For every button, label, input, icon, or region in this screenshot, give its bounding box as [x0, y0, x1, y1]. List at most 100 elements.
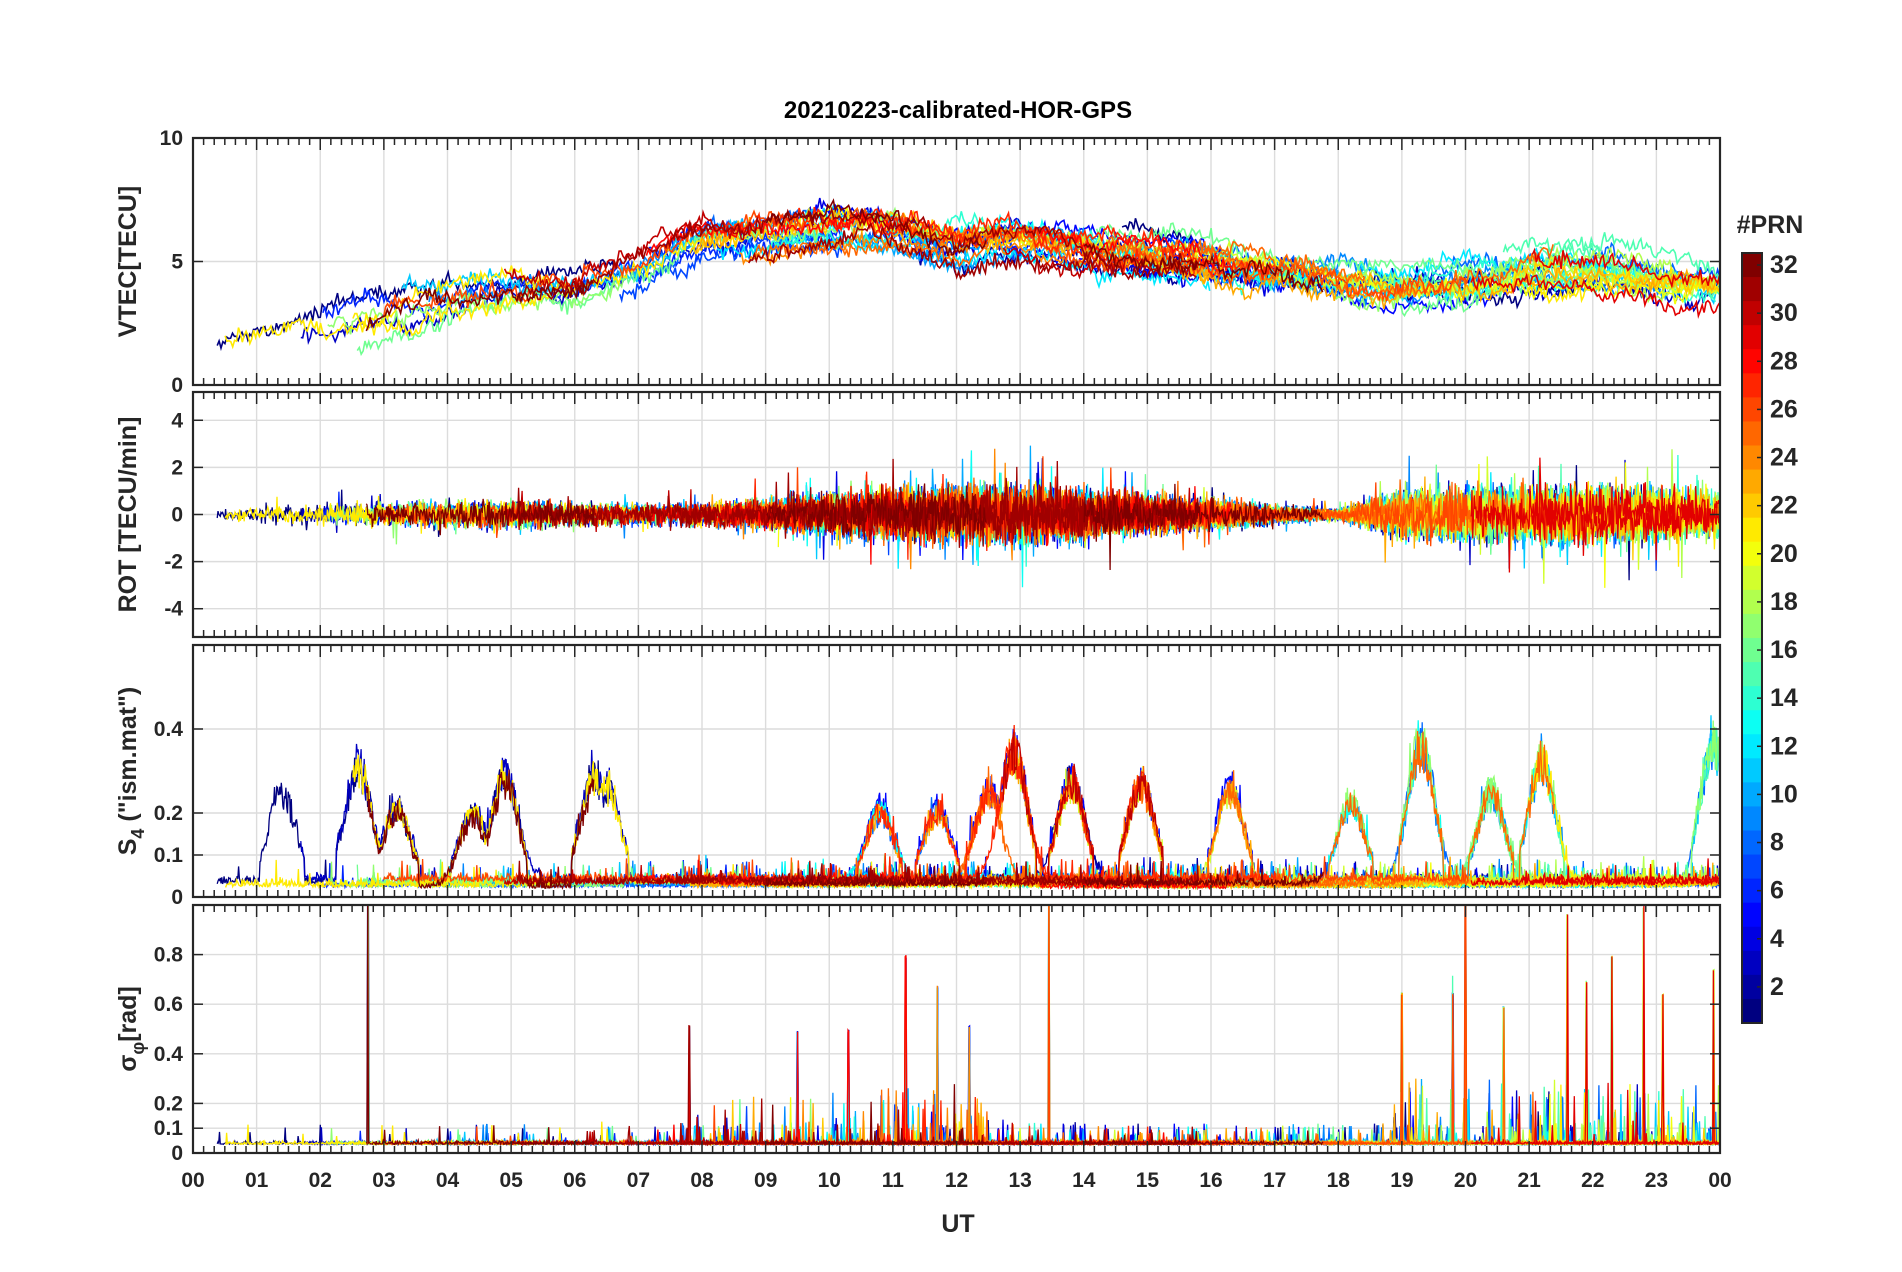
y-tick-label: 0.2 — [154, 802, 183, 825]
panel-s4: 0 0.1 0.2 0.4 S4 ("ism.mat") — [114, 643, 1722, 909]
colorbar-tick-label: 30 — [1770, 299, 1798, 327]
x-tick-label: 03 — [372, 1169, 395, 1192]
colorbar-segment — [1742, 373, 1762, 398]
colorbar-segment — [1742, 325, 1762, 350]
colorbar-segment — [1742, 493, 1762, 519]
series-line-prn-31 — [748, 221, 1198, 281]
series-line-prn-11 — [1546, 715, 1720, 889]
panel-vtec: 0 5 10 VTEC[TECU] — [114, 127, 1722, 397]
series-vtec — [216, 197, 1720, 357]
colorbar-segment — [1742, 469, 1762, 495]
y-tick-label: 0.8 — [154, 944, 184, 967]
series-line-prn-32 — [365, 498, 595, 536]
colorbar-segment — [1742, 662, 1762, 687]
series-s4 — [216, 715, 1720, 891]
y-tick-label: 10 — [160, 127, 183, 150]
series-line-prn-13 — [1251, 720, 1648, 888]
series-line-prn-12 — [716, 228, 1211, 292]
series-line-prn-32 — [1083, 1130, 1324, 1147]
series-line-prn-25 — [1108, 905, 1555, 1147]
colorbar-segment — [1742, 541, 1762, 567]
x-axis-label: UT — [941, 1210, 974, 1238]
y-tick-label: 5 — [171, 251, 183, 274]
series-line-prn-32 — [365, 769, 595, 890]
colorbar-frame — [1741, 252, 1763, 1024]
series-line-prn-15 — [1502, 236, 1720, 300]
x-tick-label: 23 — [1645, 1169, 1668, 1192]
y-axis-label-rot: ROT [TECU/min] — [114, 417, 142, 613]
x-tick-label: 18 — [1327, 1169, 1351, 1192]
series-line-prn-28 — [1039, 865, 1232, 891]
series-line-prn-15 — [1539, 232, 1720, 284]
series-line-prn-23 — [1319, 264, 1720, 304]
x-ticks-sigphi — [192, 905, 1721, 1153]
y-tick-label: 0.4 — [154, 718, 184, 741]
colorbar-segment — [1742, 782, 1762, 808]
x-ticks-vtec — [192, 138, 1721, 385]
x-tick-label: 07 — [627, 1169, 650, 1192]
y-tick-label: 0.1 — [154, 1117, 184, 1140]
series-rot — [216, 445, 1720, 588]
x-tick-label: 13 — [1008, 1169, 1031, 1192]
colorbar-tick-label: 28 — [1770, 347, 1798, 375]
colorbar-segment — [1742, 277, 1762, 302]
y-tick-label: -4 — [164, 598, 183, 621]
series-line-prn-29 — [1470, 457, 1720, 573]
grid-sigphi — [193, 905, 1720, 1154]
series-line-prn-17 — [327, 905, 625, 1147]
panel-rot: -4 -2 0 2 4 ROT [TECU/min] — [114, 390, 1722, 639]
series-line-prn-16 — [356, 1099, 769, 1147]
y-tick-label: 0.1 — [154, 844, 184, 867]
colorbar-segment — [1742, 854, 1762, 880]
x-tick-label: 01 — [245, 1169, 269, 1192]
y-tick-label: 0.6 — [154, 993, 183, 1016]
x-tick-label: 11 — [882, 1169, 905, 1192]
series-line-prn-8 — [634, 955, 949, 1147]
colorbar-segment — [1742, 613, 1762, 639]
y-tick-label: 4 — [171, 409, 183, 432]
series-line-prn-16 — [1400, 907, 1629, 1147]
y-axis-label-vtec: VTEC[TECU] — [114, 186, 142, 337]
x-tick-label: 06 — [563, 1169, 586, 1192]
series-line-prn-10 — [1035, 905, 1518, 1147]
y-tick-label: 0 — [171, 886, 183, 909]
series-line-prn-4 — [772, 905, 1331, 1147]
colorbar-segment — [1742, 349, 1762, 374]
series-line-prn-25 — [1108, 235, 1554, 300]
x-tick-label: 15 — [1136, 1169, 1160, 1192]
y-tick-label: 0 — [171, 374, 183, 397]
series-line-prn-1 — [216, 905, 616, 1147]
x-tick-label: 00 — [1708, 1169, 1731, 1192]
series-line-prn-24 — [739, 227, 1065, 267]
colorbar-tick-label: 6 — [1770, 877, 1784, 905]
series-line-prn-32 — [365, 905, 595, 1147]
colorbar-segment — [1742, 902, 1762, 928]
series-line-prn-17 — [1333, 720, 1720, 885]
colorbar-segment — [1742, 758, 1762, 783]
series-line-prn-32 — [365, 279, 595, 332]
series-line-prn-21 — [224, 291, 551, 350]
colorbar-segment — [1742, 445, 1762, 471]
colorbar-tick-label: 18 — [1770, 588, 1798, 616]
colorbar-tick-label: 20 — [1770, 540, 1798, 568]
series-line-prn-32 — [765, 1084, 987, 1147]
colorbar-segment — [1742, 806, 1762, 832]
series-line-prn-31 — [516, 224, 713, 301]
y-axis-label-sigphi: σφ[rad] — [114, 986, 148, 1072]
y-tick-label: -2 — [164, 551, 183, 574]
series-line-prn-29 — [1531, 481, 1720, 561]
x-tick-label: 19 — [1390, 1169, 1413, 1192]
y-tick-label: 0.2 — [154, 1092, 183, 1115]
colorbar-tick-label: 8 — [1770, 829, 1784, 857]
series-sigphi — [216, 905, 1720, 1147]
x-tick-label: 17 — [1263, 1169, 1286, 1192]
colorbar-tick-label: 14 — [1770, 684, 1798, 712]
colorbar-segment — [1742, 998, 1762, 1024]
x-tick-label: 04 — [436, 1169, 460, 1192]
series-line-prn-21 — [224, 859, 551, 890]
series-line-prn-29 — [1471, 1089, 1720, 1147]
x-tick-label: 20 — [1454, 1169, 1477, 1192]
colorbar-segment — [1742, 686, 1762, 711]
